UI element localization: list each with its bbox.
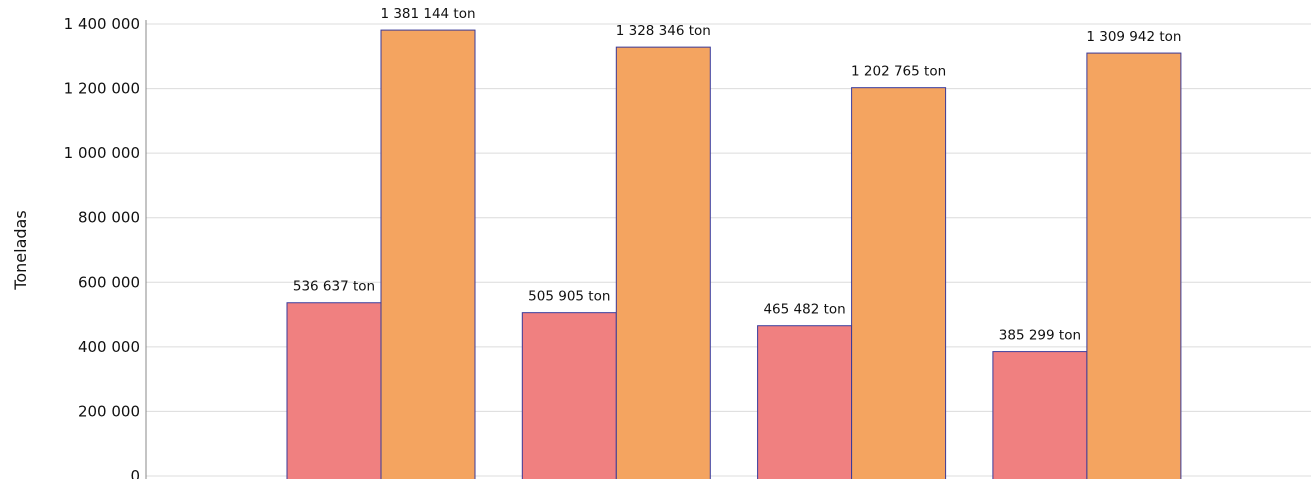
data-label: 385 299 ton xyxy=(999,328,1081,344)
data-label: 1 328 346 ton xyxy=(616,23,711,39)
y-tick-label: 1 400 000 xyxy=(64,15,140,33)
data-label: 1 381 144 ton xyxy=(380,6,475,22)
data-label: 1 202 765 ton xyxy=(851,64,946,80)
y-tick-label: 1 000 000 xyxy=(64,144,140,162)
data-label: 1 309 942 ton xyxy=(1086,29,1181,45)
data-labels: 536 637 ton 505 905 ton 465 482 ton 385 299… xyxy=(293,6,1182,344)
y-tick-label: 0 xyxy=(130,467,140,479)
bar-series-2-item-1 xyxy=(380,29,476,479)
y-tick-label: 400 000 xyxy=(78,338,140,356)
bar-series-2-item-2 xyxy=(615,46,711,479)
bar-series-1-item-3 xyxy=(757,325,853,479)
y-tick-label: 1 200 000 xyxy=(64,80,140,98)
bar-series-2-item-4 xyxy=(1086,52,1182,479)
bar-series-1-item-1 xyxy=(286,302,382,479)
bars xyxy=(286,29,1182,479)
y-tick-label: 600 000 xyxy=(78,273,140,291)
data-label: 465 482 ton xyxy=(763,302,845,318)
y-tick-label: 200 000 xyxy=(78,402,140,420)
bar-series-2-item-3 xyxy=(851,87,947,479)
data-label: 505 905 ton xyxy=(528,289,610,305)
y-tick-label: 800 000 xyxy=(78,209,140,227)
y-axis-label: Toneladas xyxy=(11,210,30,290)
bar-series-1-item-2 xyxy=(521,312,617,479)
y-axis-ticks: 0 200 000 400 000 600 000 800 000 1 000 000 1 … xyxy=(64,15,140,479)
data-label: 536 637 ton xyxy=(293,279,375,295)
bar-series-1-item-4 xyxy=(992,351,1088,479)
